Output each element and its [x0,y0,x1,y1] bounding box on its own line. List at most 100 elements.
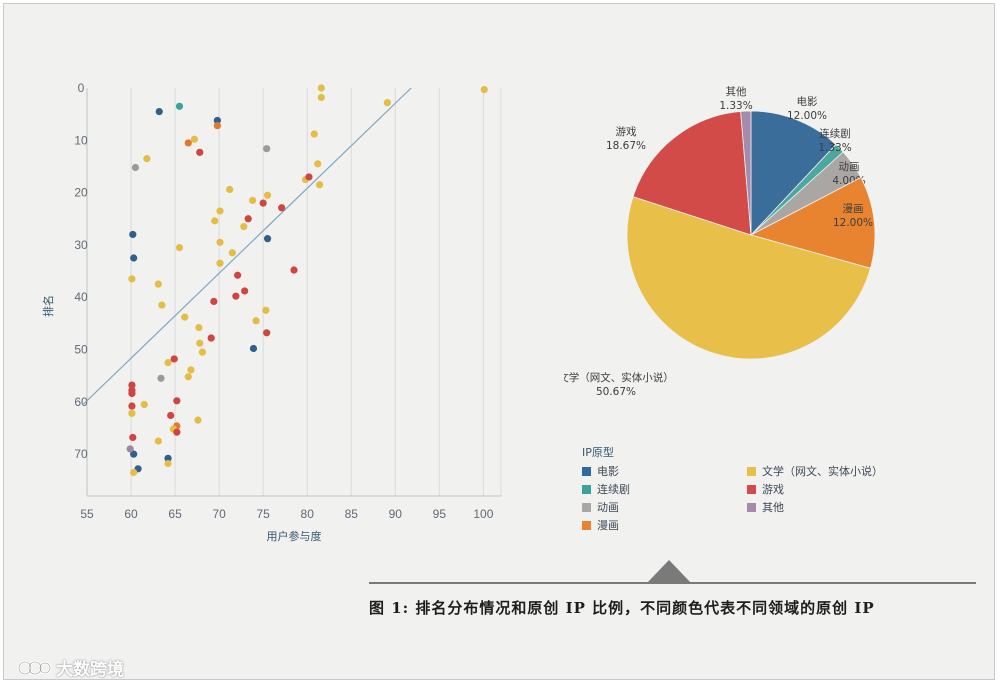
pie-slice-percent: 50.67% [596,386,636,398]
y-tick-label: 30 [74,238,88,252]
scatter-point [128,386,136,394]
scatter-point [128,275,136,283]
caption-pointer-icon [647,560,691,583]
scatter-point [190,135,199,143]
scatter-point [130,254,138,262]
legend-swatch [582,502,591,512]
y-tick-label: 0 [78,81,85,95]
x-tick-label: 60 [124,507,138,521]
scatter-point [278,204,286,212]
scatter-point [216,238,224,246]
scatter-point [195,323,203,332]
scatter-point [164,459,172,468]
trend-line [82,87,412,406]
scatter-point [263,145,271,153]
pie-slice [632,111,752,236]
legend-item: 漫画 [582,517,747,533]
scatter-point [129,433,137,442]
scatter-point [196,339,204,347]
legend-item: 电影 [582,463,747,479]
figure-frame: 55 60 65 70 75 80 85 90 95 100 0 10 20 30 40 50 60 70 用户参与… [3,3,995,680]
scatter-point [249,344,258,353]
pie-slice-label: 游戏 [616,125,637,138]
pie-slice [626,196,871,360]
scatter-point [175,243,184,252]
scatter-point [310,130,318,138]
scatter-point [131,163,140,172]
pie-slice-percent: 18.67% [606,140,646,152]
legend-item: 文学（网文、实体小说） [747,463,937,479]
legend-item: 动画 [582,499,747,515]
scatter-point [184,139,192,147]
scatter-point [128,402,136,410]
scatter-point [128,381,136,389]
scatter-point [154,437,162,445]
y-tick-label: 40 [74,290,88,304]
scatter-point [249,196,257,205]
scatter-point [263,329,271,337]
pie-slice-label: 漫画 [843,202,864,215]
watermark-text: 大数跨境 [56,660,124,680]
watermark: 大数跨境 [16,655,124,680]
x-tick-label: 75 [256,507,270,521]
scatter-point [155,107,163,116]
scatter-point [383,99,391,107]
pie-slice-label: 其他 [726,85,747,98]
x-axis-title: 用户参与度 [267,529,322,543]
scatter-point [175,102,184,110]
x-tick-label: 100 [473,507,493,521]
scatter-point [241,287,249,295]
scatter-point [216,259,224,267]
scatter-point [181,313,189,321]
scatter-point [317,84,325,92]
figure-caption: 图 1: 排名分布情况和原创 IP 比例，不同颜色代表不同领域的原创 IP [369,599,875,617]
scatter-point [170,355,178,363]
scatter-point [128,409,136,417]
legend-label: 游戏 [762,483,784,496]
scatter-point [130,450,138,458]
scatter-point [263,235,272,243]
scatter-point [213,116,221,125]
pie-slice-percent: 1.33% [719,100,752,112]
legend-label: 动画 [597,501,619,514]
scatter-point [167,411,175,420]
legend-item: 其他 [747,499,937,515]
scatter-point [143,155,151,163]
scatter-point [317,93,325,102]
legend-label: 漫画 [597,519,619,532]
scatter-point [480,85,488,94]
pie-slice-percent: 1.33% [818,142,851,154]
scatter-point [157,374,165,382]
scatter-point [196,148,204,156]
x-tick-label: 65 [168,507,182,521]
pie-slice [749,176,876,269]
scatter-point [228,249,236,257]
scatter-point [216,207,224,215]
scatter-point [158,301,166,309]
pie-slice-percent: 12.00% [787,110,827,122]
x-tick-label: 95 [433,507,447,521]
scatter-point [210,297,218,306]
caption-divider [369,582,976,584]
scatter-point [184,373,192,381]
x-tick-label: 85 [345,507,359,521]
scatter-point [126,445,134,453]
y-axis-title: 排名 [41,295,55,317]
scatter-point [252,317,260,325]
scatter-point [234,271,242,279]
x-tick-label: 70 [212,507,226,521]
legend-swatch [747,466,756,476]
x-tick-label: 80 [301,507,315,521]
scatter-point [130,468,138,477]
pie-legend: IP原型 电影 文学（网文、实体小说） 连续剧 游戏 动画 其他 漫画 [582,444,942,533]
scatter-point [173,428,181,436]
legend-swatch [582,520,591,530]
x-tick-label: 90 [389,507,403,521]
legend-title: IP原型 [582,446,614,459]
caption-area: 图 1: 排名分布情况和原创 IP 比例，不同颜色代表不同领域的原创 IP [369,556,981,626]
scatter-point [211,217,219,225]
pie-slice-label: 电影 [797,95,818,108]
legend-swatch [747,484,756,494]
legend-swatch [582,484,591,494]
scatter-point [207,334,215,342]
